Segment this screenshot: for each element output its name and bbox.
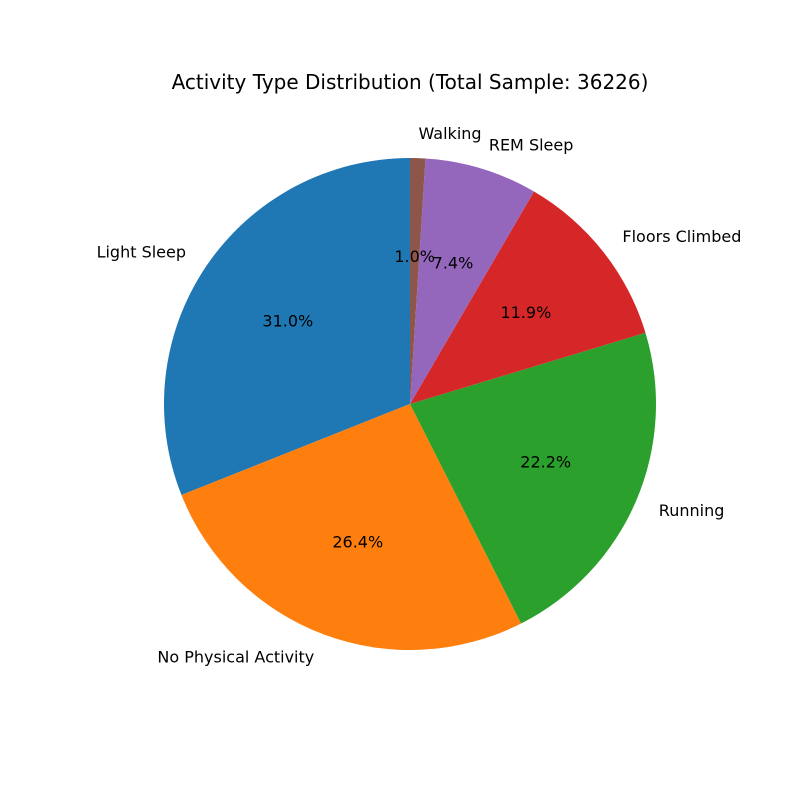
pct-label-light-sleep: 31.0% (262, 312, 313, 331)
pie-slice-light-sleep (164, 158, 410, 496)
pct-label-walking: 1.0% (394, 247, 435, 266)
pct-label-rem-sleep: 7.4% (433, 253, 474, 272)
slice-label-light-sleep: Light Sleep (97, 243, 186, 262)
slice-label-rem-sleep: REM Sleep (489, 136, 574, 155)
pct-label-floors-climbed: 11.9% (500, 303, 551, 322)
slice-label-walking: Walking (419, 124, 482, 143)
slice-label-running: Running (659, 501, 725, 520)
pct-label-no-physical-activity: 26.4% (332, 533, 383, 552)
pie-slice-rem-sleep (410, 158, 535, 404)
pct-label-running: 22.2% (520, 453, 571, 472)
pie-labels: 31.0% Light Sleep 26.4% No Physical Activit… (97, 124, 742, 667)
pie-slice-no-physical-activity (181, 404, 522, 650)
pie-slice-running (410, 332, 656, 624)
pie-slices (164, 158, 656, 650)
slice-label-floors-climbed: Floors Climbed (622, 227, 741, 246)
chart-title: Activity Type Distribution (Total Sample… (172, 70, 649, 94)
pie-slice-walking (410, 158, 426, 404)
pie-slice-floors-climbed (410, 191, 646, 404)
slice-label-no-physical-activity: No Physical Activity (157, 648, 314, 667)
